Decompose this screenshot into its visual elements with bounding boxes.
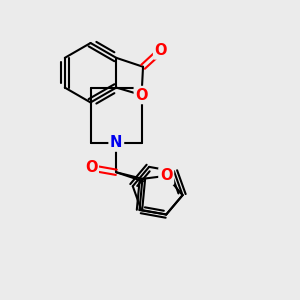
Text: O: O (85, 160, 97, 175)
Text: O: O (160, 168, 172, 183)
Text: O: O (135, 88, 148, 103)
Text: N: N (110, 135, 122, 150)
Text: O: O (154, 43, 167, 58)
